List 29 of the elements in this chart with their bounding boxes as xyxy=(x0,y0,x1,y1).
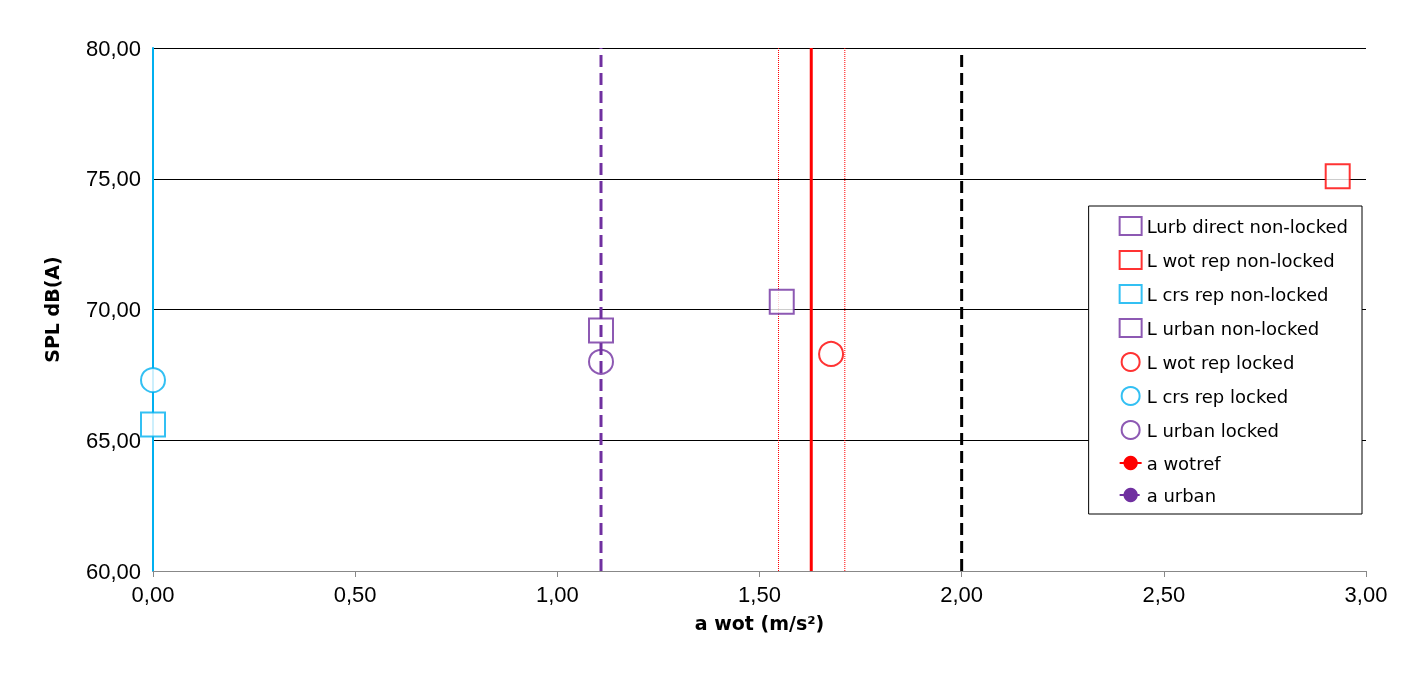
x-tick-label: 0,00 xyxy=(131,581,175,607)
legend-label: L crs rep locked xyxy=(1146,385,1289,407)
legend-label: L wot rep locked xyxy=(1146,351,1295,373)
point xyxy=(140,367,166,394)
y-axis-title: SPL dB(A) xyxy=(40,256,63,363)
legend-label: L urban locked xyxy=(1146,419,1279,441)
point xyxy=(1324,163,1351,190)
point xyxy=(818,340,845,367)
x-tick-label: 2,00 xyxy=(940,581,984,607)
x-tick-label: 3,00 xyxy=(1344,581,1388,607)
point xyxy=(768,288,795,315)
x-tick-label: 1,50 xyxy=(738,581,781,607)
x-tick-label: 2,50 xyxy=(1142,581,1186,607)
y-tick-label: 75,00 xyxy=(85,166,141,192)
legend-label: a wotref xyxy=(1146,452,1222,474)
y-tick-label: 60,00 xyxy=(85,558,141,584)
x-tick-label: 0,50 xyxy=(333,581,377,607)
legend-label: L crs rep non-locked xyxy=(1146,283,1329,305)
y-tick-label: 70,00 xyxy=(85,297,141,322)
legend-label: a urban xyxy=(1146,484,1217,506)
x-axis-title: a wot (m/s²) xyxy=(694,611,825,634)
point xyxy=(588,317,614,344)
y-tick-label: 65,00 xyxy=(85,427,141,453)
point xyxy=(140,411,166,438)
legend-label: L wot rep non-locked xyxy=(1146,249,1335,271)
legend-label: L urban non-locked xyxy=(1146,317,1320,339)
x-tick-label: 1,00 xyxy=(535,581,579,607)
y-tick-label: 80,00 xyxy=(85,35,141,61)
legend-label: Lurb direct non-locked xyxy=(1146,215,1349,237)
